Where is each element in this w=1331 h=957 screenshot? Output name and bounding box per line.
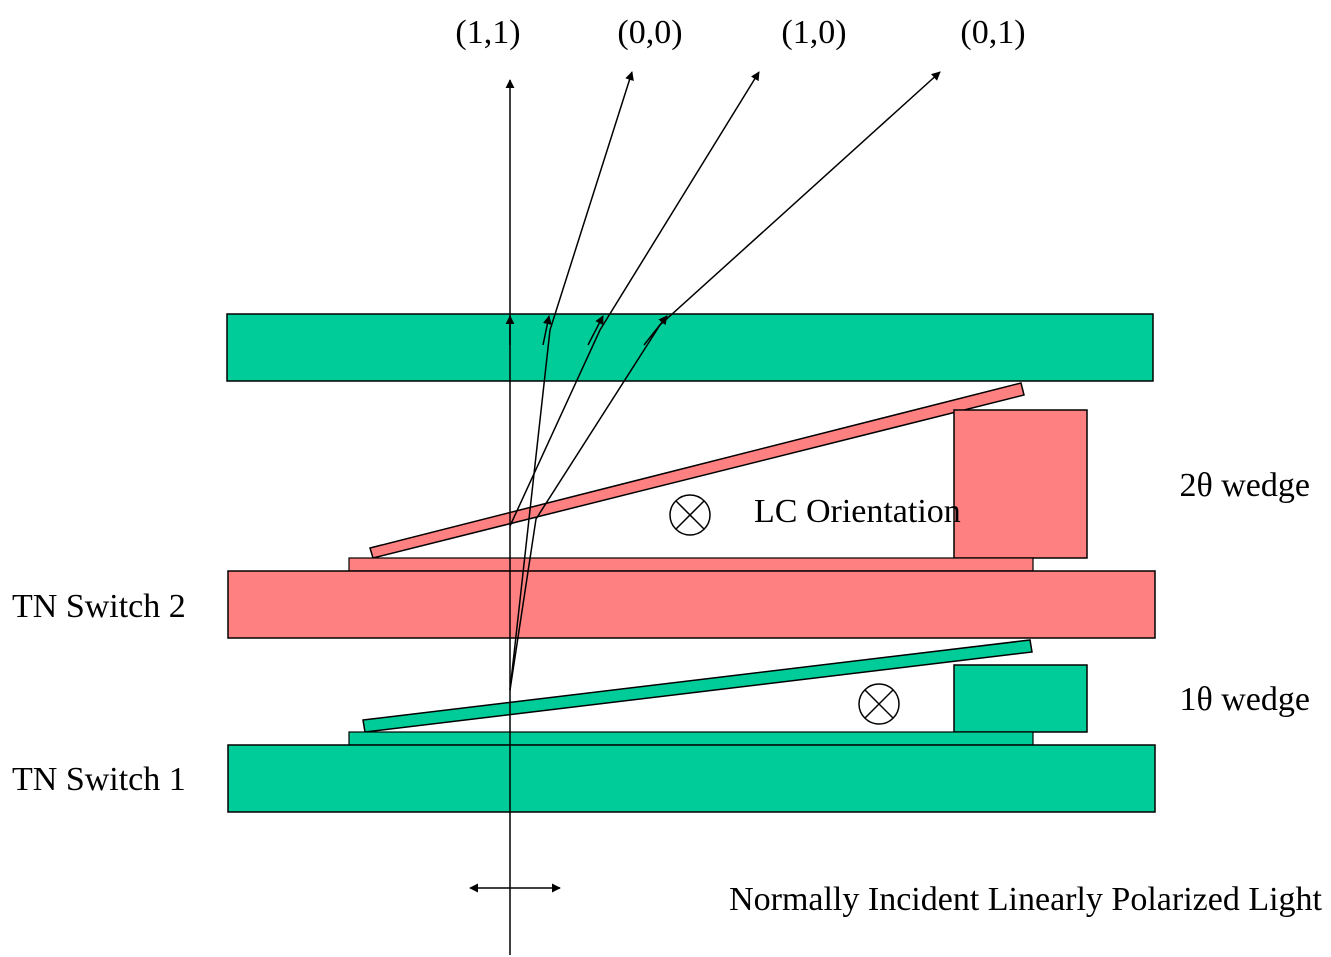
tn-switch-2-label: TN Switch 2 — [12, 588, 186, 625]
tn-switch-1-plate — [227, 744, 1156, 813]
tn-switch-2-plate — [227, 570, 1156, 639]
output-label-0-0: (0,0) — [617, 14, 682, 51]
beam-marker-1-0 — [587, 315, 604, 346]
beam-marker-0-0 — [542, 315, 552, 346]
ray-0-1 — [509, 71, 941, 691]
output-label-0-1: (0,1) — [960, 14, 1025, 51]
wedge-1-label: 1θ wedge — [1179, 681, 1310, 718]
output-label-1-1: (1,1) — [455, 14, 520, 51]
tn-switch-2-thin-layer — [348, 557, 1034, 572]
output-label-1-0: (1,0) — [781, 14, 846, 51]
tn-switch-1-label: TN Switch 1 — [12, 761, 186, 798]
lc-orientation-symbol-upper — [669, 494, 711, 536]
top-green-plate — [226, 313, 1154, 382]
lc-orientation-symbol-lower — [858, 683, 900, 725]
wedge-2-spacer-block — [953, 409, 1088, 559]
wedge-1-tilted-plate — [362, 639, 1033, 733]
tn-switch-1-thin-layer — [348, 731, 1034, 746]
wedge-2-tilted-plate — [369, 382, 1025, 559]
ray-1-0 — [509, 71, 760, 527]
wedge-2-label: 2θ wedge — [1179, 467, 1310, 504]
lc-orientation-label: LC Orientation — [754, 493, 961, 530]
beam-marker-0-1 — [643, 315, 668, 346]
incident-light-label: Normally Incident Linearly Polarized Lig… — [729, 881, 1322, 918]
wedge-1-spacer-block — [953, 664, 1088, 733]
ray-0-0 — [509, 71, 634, 691]
